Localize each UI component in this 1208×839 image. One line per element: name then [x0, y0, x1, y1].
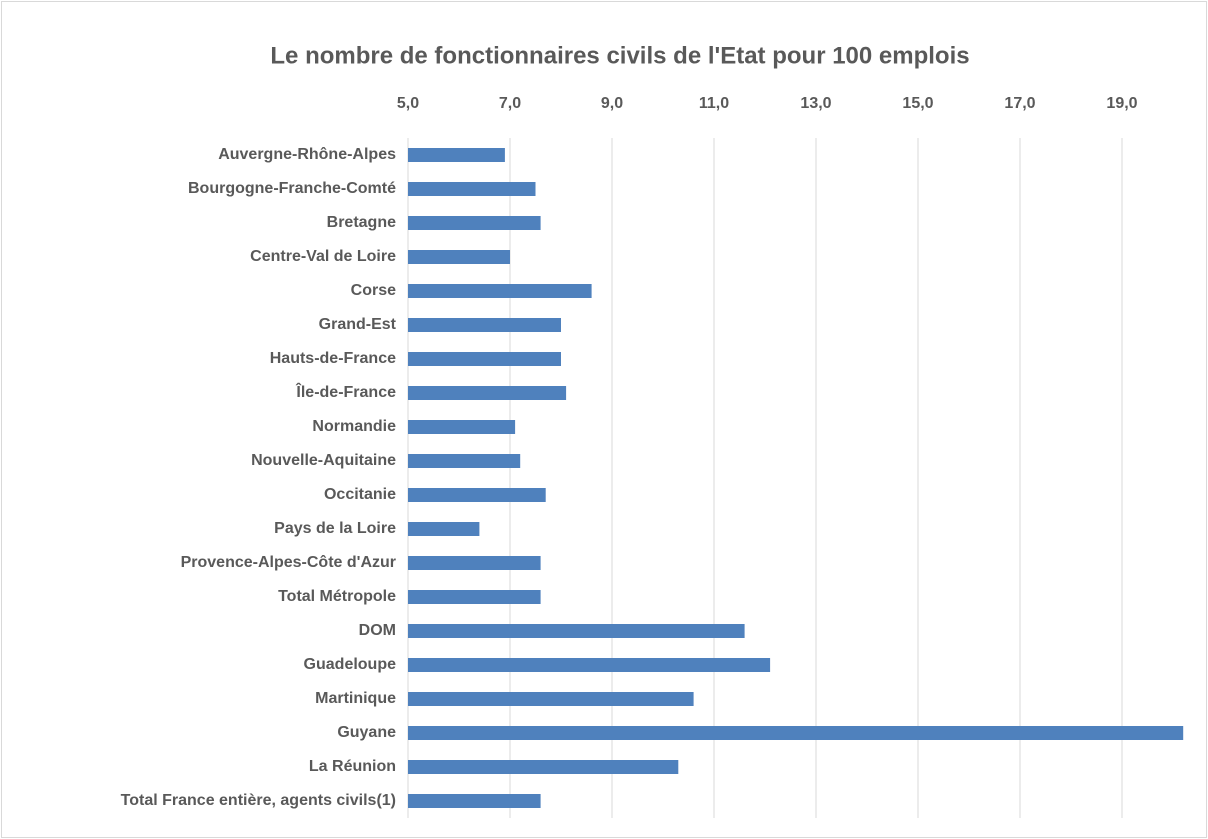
bar [408, 488, 546, 502]
bar [408, 216, 541, 230]
bar [408, 658, 771, 672]
bar [408, 318, 561, 332]
y-tick-label: Total Métropole [278, 588, 396, 605]
bar [408, 590, 541, 604]
y-tick-label: Guyane [337, 724, 396, 741]
bar [408, 420, 516, 434]
y-tick-label: La Réunion [309, 758, 396, 775]
chart-title: Le nombre de fonctionnaires civils de l'… [270, 42, 969, 69]
x-tick-label: 7,0 [499, 95, 521, 112]
bar [408, 386, 567, 400]
y-tick-label: Normandie [312, 418, 396, 435]
y-tick-label: Nouvelle-Aquitaine [251, 452, 396, 469]
bar [408, 692, 694, 706]
y-tick-label: Corse [351, 282, 396, 299]
y-tick-label: Île-de-France [295, 382, 396, 401]
bar [408, 794, 541, 808]
x-tick-label: 15,0 [902, 95, 933, 112]
y-tick-label: Bourgogne-Franche-Comté [188, 180, 396, 197]
bar [408, 250, 510, 264]
bar [408, 556, 541, 570]
y-tick-label: Guadeloupe [304, 656, 397, 673]
y-tick-label: Bretagne [327, 214, 396, 231]
bar [408, 148, 505, 162]
bar [408, 760, 679, 774]
bar [408, 454, 521, 468]
y-tick-label: Grand-Est [319, 316, 397, 333]
y-tick-label: Martinique [315, 690, 396, 707]
x-tick-label: 5,0 [397, 95, 419, 112]
bar [408, 522, 480, 536]
y-tick-label: Hauts-de-France [270, 350, 396, 367]
y-tick-label: Occitanie [324, 486, 396, 503]
y-tick-label: Total France entière, agents civils(1) [121, 792, 396, 809]
bar [408, 726, 1184, 740]
bar [408, 182, 536, 196]
x-tick-label: 17,0 [1004, 95, 1035, 112]
x-tick-label: 11,0 [699, 95, 729, 112]
y-tick-label: Centre-Val de Loire [250, 248, 396, 265]
y-tick-label: Auvergne-Rhône-Alpes [218, 146, 396, 163]
y-tick-label: Provence-Alpes-Côte d'Azur [181, 554, 396, 571]
y-tick-label: Pays de la Loire [274, 520, 396, 537]
bar [408, 624, 745, 638]
bar [408, 352, 561, 366]
y-tick-label: DOM [359, 622, 396, 639]
x-tick-label: 13,0 [800, 95, 831, 112]
x-tick-label: 19,0 [1106, 95, 1137, 112]
x-tick-label: 9,0 [601, 95, 623, 112]
bar [408, 284, 592, 298]
